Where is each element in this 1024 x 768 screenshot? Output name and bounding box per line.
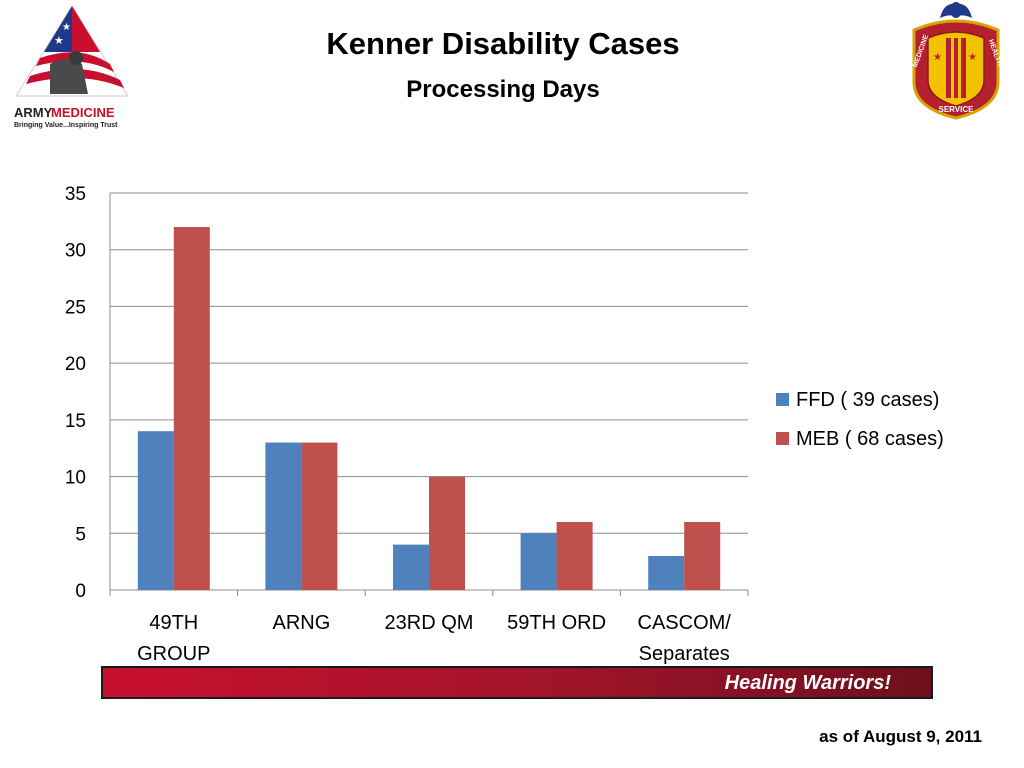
bar — [301, 442, 338, 590]
x-tick-label: ARNG — [273, 612, 331, 634]
svg-text:★: ★ — [54, 34, 64, 47]
bar — [684, 521, 721, 590]
army-medicine-logo: ★ ★ ARMY MEDICINE Bringing Value...Inspi… — [10, 4, 140, 129]
medical-service-crest: ★ ★ MEDICINE HEALTH SERVICE — [900, 0, 1012, 122]
legend-label: FFD ( 39 cases) — [796, 389, 939, 411]
x-tick-label: Separates — [639, 643, 730, 665]
logo-brand-medicine: MEDICINE — [51, 105, 115, 120]
svg-text:★: ★ — [933, 52, 942, 63]
bar — [393, 544, 429, 590]
y-tick-label: 0 — [75, 581, 86, 602]
legend-swatch — [776, 393, 789, 406]
banner-text: Healing Warriors! — [724, 672, 891, 694]
y-tick-label: 5 — [75, 524, 86, 545]
x-tick-label: CASCOM/ — [638, 612, 732, 634]
logo-tagline: Bringing Value...Inspiring Trust — [14, 122, 118, 129]
page-subtitle: Processing Days — [406, 76, 600, 103]
svg-text:★: ★ — [968, 52, 977, 63]
healing-warriors-banner: Healing Warriors! — [101, 666, 933, 699]
bar — [556, 521, 593, 590]
bar — [265, 442, 302, 590]
bar — [520, 533, 557, 590]
bar — [429, 476, 465, 590]
legend-label: MEB ( 68 cases) — [796, 428, 944, 450]
y-tick-label: 25 — [65, 297, 86, 318]
y-tick-label: 20 — [65, 354, 86, 375]
y-tick-label: 10 — [65, 468, 86, 489]
page-title: Kenner Disability Cases — [326, 26, 680, 61]
y-tick-label: 30 — [65, 241, 86, 262]
legend-swatch — [776, 432, 789, 445]
svg-text:★: ★ — [62, 22, 71, 33]
logo-brand-army: ARMY — [14, 105, 53, 120]
bar — [137, 431, 174, 590]
x-tick-label: GROUP — [137, 643, 210, 665]
x-tick-label: 49TH — [149, 612, 198, 634]
y-tick-label: 15 — [65, 411, 86, 432]
y-tick-label: 35 — [65, 184, 86, 205]
x-tick-label: 23RD QM — [385, 612, 474, 634]
bar — [648, 555, 685, 590]
crest-ribbon-bottom: SERVICE — [939, 105, 975, 114]
x-tick-label: 59TH ORD — [507, 612, 606, 634]
bar — [173, 227, 210, 590]
as-of-date: as of August 9, 2011 — [819, 727, 982, 746]
